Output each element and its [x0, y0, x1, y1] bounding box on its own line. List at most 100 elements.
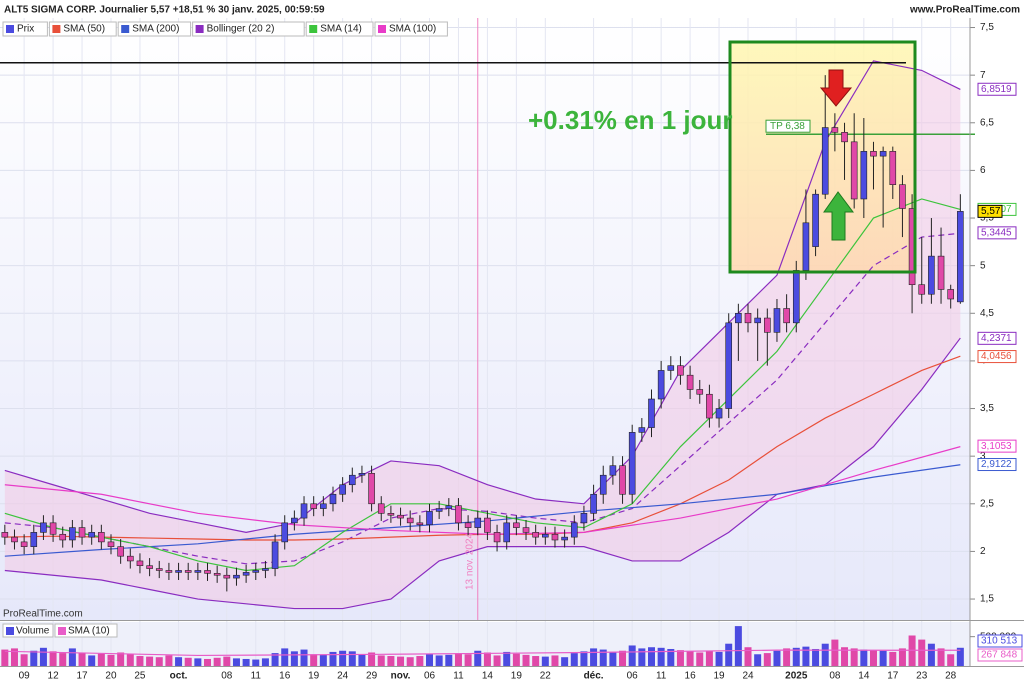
candle-body — [667, 365, 675, 371]
x-tick-label: 17 — [887, 671, 899, 682]
price-label-box — [977, 458, 1017, 472]
candle-body — [435, 508, 443, 512]
volume-bar — [474, 650, 482, 666]
price-label-box — [977, 439, 1017, 453]
candle-body — [1, 532, 9, 538]
x-tick-label: 08 — [829, 671, 841, 682]
x-tick-label: 19 — [308, 671, 320, 682]
volume-bar — [783, 648, 791, 666]
volume-bar — [841, 647, 849, 666]
bollinger-upper — [4, 60, 961, 533]
candle-body — [416, 522, 424, 526]
volume-bar — [204, 658, 212, 666]
candle-body — [348, 474, 356, 486]
volume-bar — [252, 659, 260, 666]
up-arrow — [823, 191, 854, 241]
volume-bar — [223, 656, 231, 666]
volume-bar — [570, 653, 578, 666]
x-tick-label: nov. — [391, 671, 411, 682]
volume-bar — [503, 651, 511, 666]
candle-body — [20, 541, 28, 547]
legend-box — [192, 21, 305, 37]
candle-body — [455, 505, 462, 524]
x-tick-label: 06 — [627, 671, 639, 682]
candle-body — [368, 473, 375, 505]
candle-body — [310, 503, 317, 509]
candle-body — [841, 132, 848, 143]
candle-body — [937, 255, 945, 290]
volume-bar — [445, 654, 453, 666]
volume-bar — [628, 645, 636, 666]
date-marker-label: 13 nov. 2024 — [464, 532, 475, 590]
volume-bar — [30, 650, 38, 666]
candle-body — [638, 427, 646, 433]
legend-box — [2, 21, 48, 37]
x-tick-label: 28 — [945, 671, 957, 682]
legend-box — [54, 623, 118, 638]
volume-bar — [773, 650, 781, 666]
candle-body — [947, 289, 954, 300]
legend-box — [374, 21, 448, 37]
candle-body — [686, 374, 694, 390]
price-label-box — [977, 204, 1003, 218]
x-tick-label: 11 — [656, 671, 667, 682]
candle-body — [783, 308, 790, 324]
x-tick-label: 11 — [453, 671, 464, 682]
legend-label: Volume — [16, 626, 50, 637]
price-label-box — [977, 226, 1017, 240]
volume-bar — [368, 652, 376, 666]
volume-bar — [107, 654, 115, 666]
volume-bar — [744, 647, 752, 666]
candle-body — [609, 465, 617, 476]
volume-bar — [792, 647, 800, 666]
candle-body — [513, 522, 520, 528]
x-tick-label: 19 — [511, 671, 523, 682]
candle-body — [551, 533, 559, 541]
candle-body — [377, 503, 385, 514]
x-tick-label: 12 — [48, 671, 60, 682]
volume-bar — [310, 654, 318, 666]
volume-bar — [522, 654, 530, 666]
legend-label: SMA (200) — [132, 24, 179, 35]
volume-bar — [20, 654, 28, 666]
volume-bar — [532, 656, 540, 666]
x-tick-label: 06 — [424, 671, 436, 682]
volume-bar — [647, 647, 655, 666]
y-tick-label: 7,5 — [980, 22, 994, 33]
volume-bar — [483, 652, 491, 666]
volume-bar — [97, 653, 105, 666]
x-tick-label: 22 — [540, 671, 552, 682]
legend-swatch — [309, 25, 318, 33]
volume-bar — [512, 653, 520, 666]
volume-label-box — [977, 648, 1023, 662]
legend-swatch — [6, 25, 14, 33]
y-tick-label: 4,5 — [980, 308, 994, 319]
candle-body — [291, 517, 298, 524]
candle-body — [329, 493, 337, 505]
candle-body — [271, 541, 279, 569]
volume-bar — [609, 651, 617, 666]
x-tick-label: déc. — [584, 671, 604, 682]
legend-swatch — [121, 25, 130, 33]
candle-body — [49, 522, 57, 535]
candle-body — [281, 522, 289, 543]
x-tick-label: 16 — [685, 671, 697, 682]
volume-bar — [551, 655, 559, 666]
candle-body — [889, 151, 897, 185]
down-arrow — [819, 69, 853, 107]
volume-bar — [136, 656, 144, 666]
volume-bar — [117, 652, 125, 666]
candle-body — [648, 398, 655, 428]
candle-body — [175, 570, 182, 573]
volume-bar — [78, 652, 86, 666]
candle-body — [204, 570, 211, 574]
volume-bar — [686, 651, 694, 666]
volume-bar — [261, 658, 269, 666]
candle-body — [117, 546, 124, 557]
candle-body — [503, 522, 511, 543]
volume-bar — [869, 650, 877, 666]
x-tick-label: 14 — [858, 671, 870, 682]
candle-body — [397, 514, 404, 519]
bollinger-lower — [4, 337, 961, 610]
candle-body — [831, 127, 839, 133]
